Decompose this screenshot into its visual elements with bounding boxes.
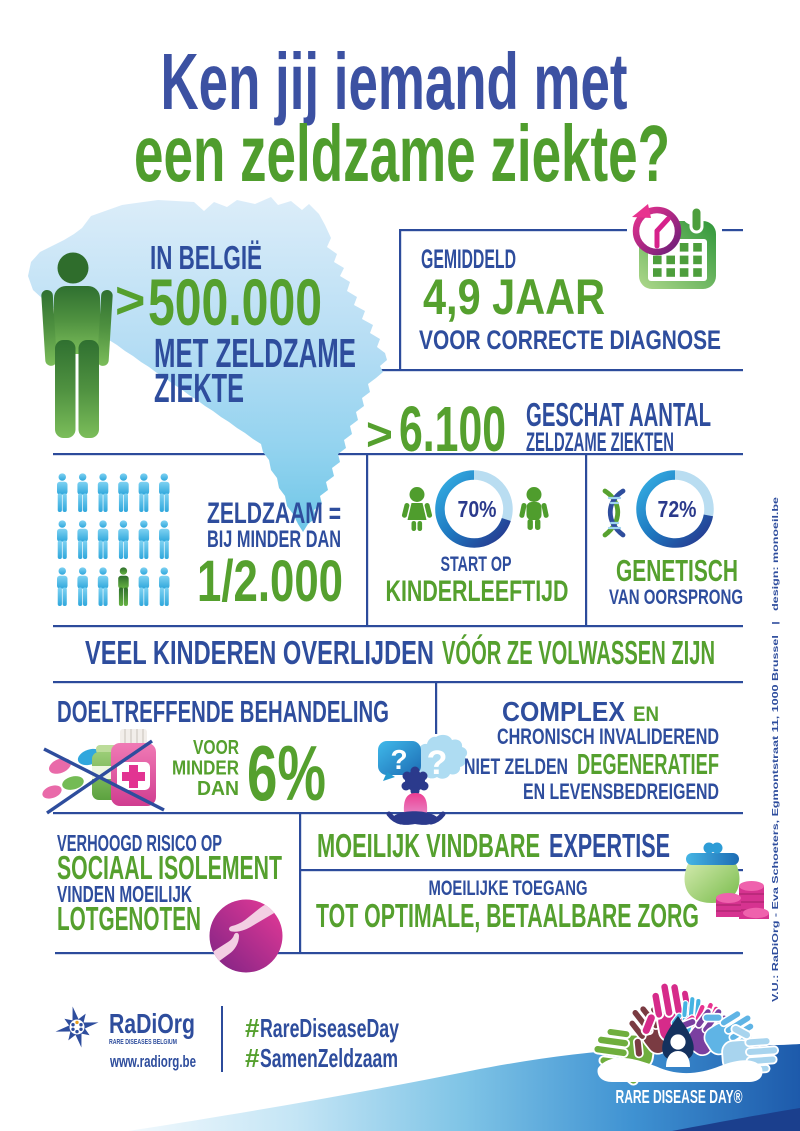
svg-text:?: ? (427, 744, 448, 782)
svg-text:LOTGENOTEN: LOTGENOTEN (57, 900, 201, 937)
svg-text:BIJ MINDER DAN: BIJ MINDER DAN (207, 526, 341, 553)
svg-text:MINDER: MINDER (172, 758, 239, 780)
svg-text:#: # (245, 1013, 260, 1043)
svg-text:START OP: START OP (441, 553, 512, 576)
svg-text:KINDERLEEFTIJD: KINDERLEEFTIJD (386, 575, 569, 608)
svg-text:TOT OPTIMALE, BETAALBARE ZORG: TOT OPTIMALE, BETAALBARE ZORG (316, 897, 699, 934)
svg-text:RareDiseaseDay: RareDiseaseDay (260, 1013, 399, 1043)
svg-text:VERHOOGD RISICO OP: VERHOOGD RISICO OP (57, 830, 222, 856)
svg-text:ZIEKTE: ZIEKTE (154, 365, 244, 411)
svg-text:ZELDZAME ZIEKTEN: ZELDZAME ZIEKTEN (526, 427, 674, 457)
svg-text:IN BELGIË: IN BELGIË (150, 239, 262, 276)
svg-text:4,9 JAAR: 4,9 JAAR (423, 269, 605, 325)
svg-text:VÓÓR ZE VOLWASSEN ZIJN: VÓÓR ZE VOLWASSEN ZIJN (442, 634, 715, 671)
svg-text:500.000: 500.000 (148, 265, 322, 339)
svg-text:EN: EN (633, 703, 659, 726)
svg-text:>: > (115, 272, 145, 330)
svg-text:www.radiorg.be: www.radiorg.be (109, 1052, 196, 1071)
svg-text:>: > (366, 408, 393, 460)
svg-text:72%: 72% (658, 496, 697, 522)
svg-text:CHRONISCH INVALIDEREND: CHRONISCH INVALIDEREND (497, 724, 719, 749)
svg-text:EXPERTISE: EXPERTISE (549, 827, 670, 864)
svg-text:VINDEN MOEILIJK: VINDEN MOEILIJK (57, 881, 192, 907)
svg-text:RARE DISEASE DAY®: RARE DISEASE DAY® (616, 1086, 743, 1107)
svg-text:VOOR: VOOR (193, 737, 239, 759)
svg-text:VOOR CORRECTE DIAGNOSE: VOOR CORRECTE DIAGNOSE (419, 325, 721, 355)
svg-text:MOEILIJK VINDBARE: MOEILIJK VINDBARE (317, 827, 540, 864)
svg-text:Ken jij iemand met: Ken jij iemand met (161, 37, 628, 126)
svg-text:?: ? (390, 744, 407, 775)
svg-text:GENETISCH: GENETISCH (616, 553, 738, 588)
svg-text:V.U.: RaDiOrg - Eva Schoeters,: V.U.: RaDiOrg - Eva Schoeters, Egmontstr… (770, 497, 780, 1002)
svg-text:DOELTREFFENDE BEHANDELING: DOELTREFFENDE BEHANDELING (57, 694, 389, 729)
svg-text:GEMIDDELD: GEMIDDELD (421, 244, 516, 274)
svg-text:70%: 70% (458, 496, 497, 522)
svg-text:6%: 6% (247, 729, 326, 817)
svg-text:MET ZELDZAME: MET ZELDZAME (154, 330, 356, 376)
svg-text:RaDiOrg: RaDiOrg (109, 1008, 195, 1039)
svg-text:VAN OORSPRONG: VAN OORSPRONG (609, 586, 743, 609)
svg-text:#: # (245, 1043, 260, 1073)
svg-text:6.100: 6.100 (399, 393, 506, 465)
svg-text:RARE DISEASES BELGIUM: RARE DISEASES BELGIUM (109, 1037, 177, 1046)
svg-text:SOCIAAL ISOLEMENT: SOCIAAL ISOLEMENT (57, 849, 282, 886)
svg-text:ZELDZAAM =: ZELDZAAM = (207, 497, 341, 530)
svg-text:een zeldzame ziekte?: een zeldzame ziekte? (134, 109, 670, 198)
svg-text:COMPLEX: COMPLEX (502, 696, 625, 727)
svg-text:MOEILIJKE TOEGANG: MOEILIJKE TOEGANG (429, 877, 588, 900)
svg-text:VEEL KINDEREN OVERLIJDEN: VEEL KINDEREN OVERLIJDEN (85, 634, 434, 671)
svg-text:DAN: DAN (197, 778, 239, 800)
svg-text:1/2.000: 1/2.000 (197, 549, 343, 614)
svg-text:DEGENERATIEF: DEGENERATIEF (577, 749, 719, 781)
svg-text:GESCHAT AANTAL: GESCHAT AANTAL (526, 396, 711, 433)
svg-text:NIET ZELDEN: NIET ZELDEN (464, 754, 568, 779)
svg-text:EN LEVENSBEDREIGEND: EN LEVENSBEDREIGEND (523, 779, 719, 804)
svg-text:SamenZeldzaam: SamenZeldzaam (260, 1043, 398, 1073)
